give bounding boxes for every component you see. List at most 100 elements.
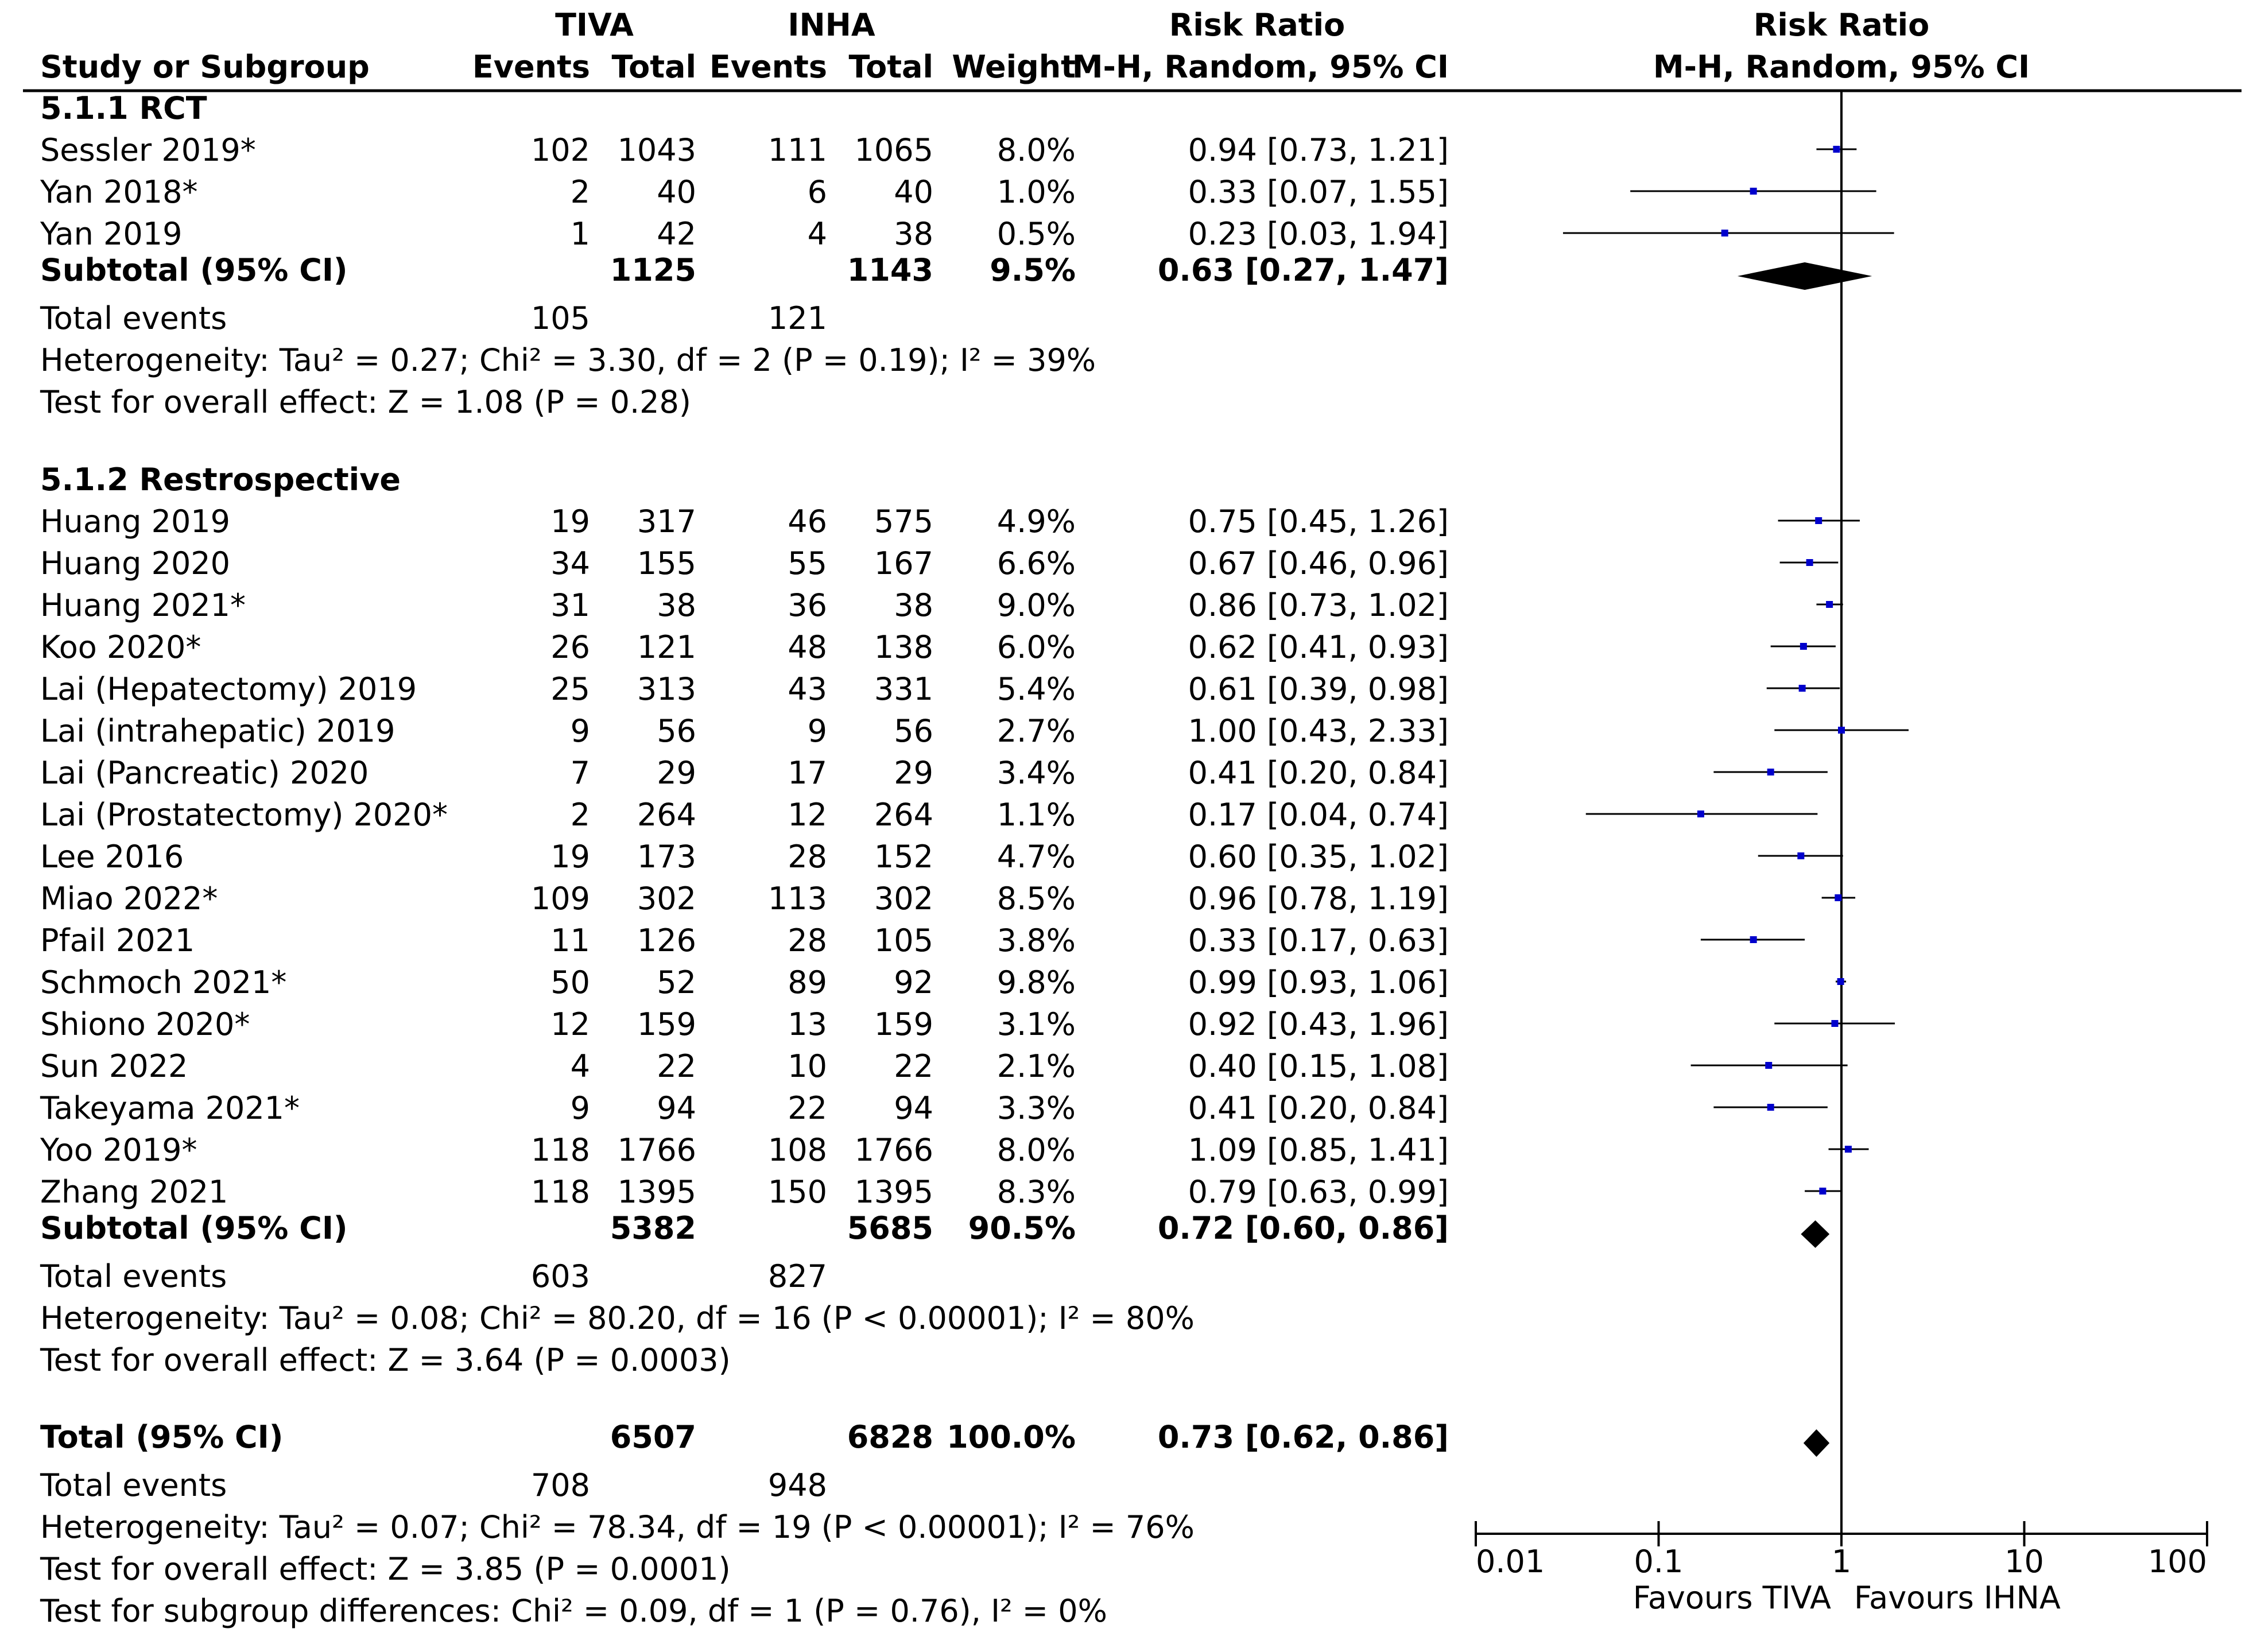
grand-total-events-row: Total events 708 948 <box>40 1467 827 1503</box>
tiva-total-header: Total <box>611 49 696 85</box>
risk-ratio-ci: 0.17 [0.04, 0.74] <box>1188 797 1449 833</box>
study-name: Yan 2019 <box>40 216 182 252</box>
risk-ratio-ci: 1.09 [0.85, 1.41] <box>1188 1132 1449 1168</box>
weight-value: 90.5% <box>968 1210 1076 1246</box>
total-diamond <box>1803 1429 1830 1457</box>
heterogeneity-text: Heterogeneity: Tau² = 0.07; Chi² = 78.34… <box>40 1509 1195 1545</box>
study-name: Pfail 2021 <box>40 922 195 959</box>
tiva-events: 19 <box>550 839 590 875</box>
x-tick-label: 1 <box>1832 1544 1851 1580</box>
study-row: Sun 2022 4 22 10 22 2.1% 0.40 [0.15, 1.08] <box>40 1048 1449 1084</box>
study-name: Koo 2020* <box>40 629 201 665</box>
inha-total-header: Total <box>848 49 933 85</box>
tiva-total: 29 <box>657 755 696 791</box>
study-row: Zhang 2021 118 1395 150 1395 8.3% 0.79 [0.63, … <box>40 1174 1449 1210</box>
risk-ratio-ci: 0.75 [0.45, 1.26] <box>1188 503 1449 540</box>
total-events-label: Total events <box>40 300 227 336</box>
point-estimate-square <box>1697 811 1704 817</box>
inha-total: 22 <box>894 1048 933 1084</box>
inha-total: 302 <box>874 881 933 917</box>
study-name: Sessler 2019* <box>40 132 256 168</box>
tiva-total: 6507 <box>610 1419 696 1455</box>
study-row: Huang 2021* 31 38 36 38 9.0% 0.86 [0.73, 1.02] <box>40 587 1449 623</box>
study-row: Huang 2020 34 155 55 167 6.6% 0.67 [0.46, 0.96… <box>40 545 1449 581</box>
overall-effect-text: Test for overall effect: Z = 1.08 (P = 0… <box>40 384 691 420</box>
total-events-label: Total events <box>40 1258 227 1294</box>
inha-events: 55 <box>788 545 827 581</box>
risk-ratio-ci: 0.33 [0.17, 0.63] <box>1188 922 1449 959</box>
tiva-total: 42 <box>657 216 696 252</box>
weight-value: 3.1% <box>997 1006 1076 1042</box>
study-name: Lai (Hepatectomy) 2019 <box>40 671 417 707</box>
heterogeneity-text: Heterogeneity: Tau² = 0.08; Chi² = 80.20… <box>40 1300 1195 1336</box>
point-estimate-square <box>1819 1188 1827 1195</box>
risk-ratio-ci: 0.92 [0.43, 1.96] <box>1188 1006 1449 1042</box>
inha-total: 1065 <box>855 132 933 168</box>
subgroup-heading: 5.1.2 Restrospective <box>40 462 401 498</box>
tiva-total: 1043 <box>618 132 696 168</box>
study-row: Schmoch 2021* 50 52 89 92 9.8% 0.99 [0.93, 1.0… <box>40 964 1449 1000</box>
weight-value: 6.0% <box>997 629 1076 665</box>
weight-value: 6.6% <box>997 545 1076 581</box>
tiva-total: 264 <box>637 797 696 833</box>
point-estimate-square <box>1806 559 1813 566</box>
forest-plot-area: 0.01 0.1 1 10 100 Favours TIVA Favours IHNA <box>1475 91 2208 1616</box>
inha-events: 6 <box>808 174 827 210</box>
risk-ratio-ci: 1.00 [0.43, 2.33] <box>1188 713 1449 749</box>
point-estimate-square <box>1815 517 1822 524</box>
point-estimate-square <box>1831 1020 1839 1027</box>
inha-events: 17 <box>788 755 827 791</box>
weight-value: 9.5% <box>990 252 1076 288</box>
risk-ratio-ci: 0.79 [0.63, 0.99] <box>1188 1174 1449 1210</box>
subtotal-row: Subtotal (95% CI) 1125 1143 9.5% 0.63 [0.27,… <box>40 252 1449 288</box>
tiva-events: 1 <box>571 216 590 252</box>
inha-total: 138 <box>874 629 933 665</box>
subtotal-diamond <box>1737 262 1872 290</box>
risk-ratio-plot-header: Risk Ratio <box>1754 7 1929 43</box>
tiva-total: 52 <box>657 964 696 1000</box>
inha-total: 152 <box>874 839 933 875</box>
tiva-total: 173 <box>637 839 696 875</box>
point-estimate-square <box>1835 894 1842 901</box>
tiva-total: 5382 <box>610 1210 696 1246</box>
point-estimate-square <box>1765 1062 1773 1069</box>
risk-ratio-ci: 0.94 [0.73, 1.21] <box>1188 132 1449 168</box>
inha-total: 105 <box>874 922 933 959</box>
study-row: Miao 2022* 109 302 113 302 8.5% 0.96 [0.78, 1.… <box>40 881 1449 917</box>
risk-ratio-ci: 0.96 [0.78, 1.19] <box>1188 881 1449 917</box>
tiva-total: 121 <box>637 629 696 665</box>
point-estimate-square <box>1797 852 1805 859</box>
tiva-total: 40 <box>657 174 696 210</box>
inha-events: 827 <box>768 1258 827 1294</box>
total-events-row: Total events 603 827 <box>40 1258 827 1294</box>
total-events-label: Total events <box>40 1467 227 1503</box>
favours-left-label: Favours TIVA <box>1633 1580 1831 1616</box>
x-tick-label: 0.01 <box>1476 1544 1545 1580</box>
inha-total: 167 <box>874 545 933 581</box>
weight-value: 4.7% <box>997 839 1076 875</box>
study-name: Huang 2021* <box>40 587 246 623</box>
inha-events: 150 <box>768 1174 827 1210</box>
weight-value: 0.5% <box>997 216 1076 252</box>
subgroup-block: 5.1.1 RCT Sessler 2019* 102 1043 111 1065 8.0%… <box>40 90 1449 420</box>
study-name: Shiono 2020* <box>40 1006 250 1042</box>
point-estimate-square <box>1833 146 1840 153</box>
tiva-events: 26 <box>550 629 590 665</box>
x-tick-label: 100 <box>2148 1544 2207 1580</box>
tiva-total: 1125 <box>610 252 696 288</box>
weight-value: 8.5% <box>997 881 1076 917</box>
study-name: Takeyama 2021* <box>40 1090 300 1126</box>
study-name: Huang 2020 <box>40 545 230 581</box>
inha-events: 89 <box>788 964 827 1000</box>
tiva-total: 38 <box>657 587 696 623</box>
tiva-events: 50 <box>550 964 590 1000</box>
x-tick-label: 10 <box>2004 1544 2044 1580</box>
tiva-events: 12 <box>550 1006 590 1042</box>
study-row: Pfail 2021 11 126 28 105 3.8% 0.33 [0.17, 0.63… <box>40 922 1449 959</box>
risk-ratio-ci: 0.63 [0.27, 1.47] <box>1158 252 1449 288</box>
inha-events: 4 <box>808 216 827 252</box>
inha-total: 94 <box>894 1090 933 1126</box>
point-estimate-square <box>1798 685 1806 692</box>
